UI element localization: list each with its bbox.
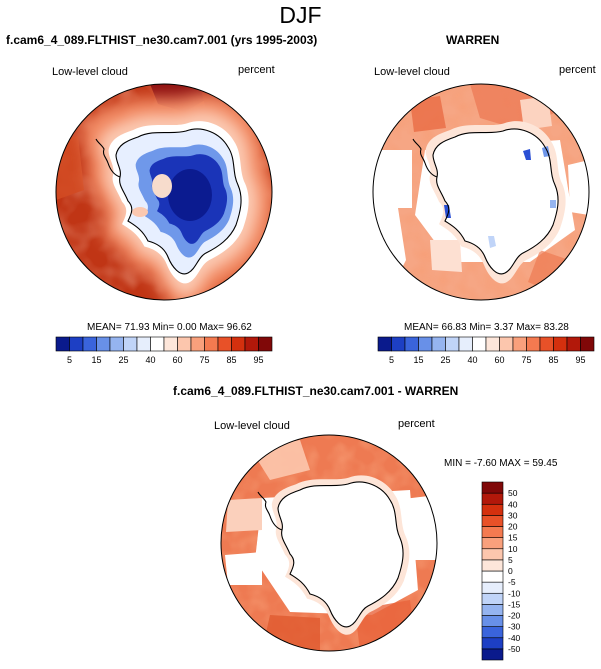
- colorbar-box: [481, 492, 504, 505]
- panel2-units-label: percent: [559, 64, 596, 76]
- colorbar-box: [472, 336, 487, 352]
- colorbar-box: [445, 336, 460, 352]
- colorbar-box: [481, 626, 504, 639]
- colorbar-tick-label: 95: [253, 355, 263, 365]
- colorbar-box: [217, 336, 232, 352]
- colorbar-tick-label: 5: [508, 555, 513, 565]
- colorbar-box: [418, 336, 433, 352]
- panel1-units-label: percent: [238, 64, 275, 76]
- colorbar-tick-label: 5: [67, 355, 72, 365]
- colorbar-tick-label: 5: [389, 355, 394, 365]
- colorbar-tick-label: 25: [440, 355, 450, 365]
- colorbar-box: [136, 336, 151, 352]
- colorbar-box: [481, 481, 504, 494]
- colorbar-box: [55, 336, 70, 352]
- panel2-variable-label: Low-level cloud: [374, 66, 450, 78]
- colorbar-box: [481, 559, 504, 572]
- colorbar-tick-label: 30: [508, 510, 518, 520]
- panel1-variable-label: Low-level cloud: [52, 66, 128, 78]
- colorbar-box: [258, 336, 273, 352]
- colorbar-box: [481, 592, 504, 605]
- colorbar-box: [512, 336, 527, 352]
- colorbar-box: [458, 336, 473, 352]
- colorbar-tick-label: 85: [548, 355, 558, 365]
- colorbar-tick-label: 15: [91, 355, 101, 365]
- colorbar-box: [69, 336, 84, 352]
- panel3-units-label: percent: [398, 418, 435, 430]
- panel1-stats: MEAN= 71.93 Min= 0.00 Max= 96.62: [87, 322, 252, 333]
- colorbar-box: [431, 336, 446, 352]
- colorbar-box: [204, 336, 219, 352]
- colorbar-tick-label: 60: [172, 355, 182, 365]
- colorbar-tick-label: -10: [508, 588, 521, 598]
- colorbar-tick-label: 40: [145, 355, 155, 365]
- colorbar-tick-label: -5: [508, 577, 516, 587]
- colorbar-box: [481, 648, 504, 661]
- colorbar-tick-label: -20: [508, 611, 521, 621]
- colorbar-box: [109, 336, 124, 352]
- colorbar-tick-label: 0: [508, 566, 513, 576]
- panel3-stats: MIN = -7.60 MAX = 59.45: [444, 458, 558, 469]
- colorbar-tick-label: 25: [118, 355, 128, 365]
- colorbar-box: [481, 515, 504, 527]
- colorbar-box: [177, 336, 192, 352]
- colorbar-tick-label: 15: [508, 533, 518, 543]
- colorbar-box: [190, 336, 205, 352]
- colorbar-box: [481, 581, 504, 594]
- colorbar-box: [481, 537, 504, 550]
- panel1-map: [55, 83, 273, 301]
- colorbar-tick-label: 15: [413, 355, 423, 365]
- colorbar-tick-label: 85: [226, 355, 236, 365]
- page-title: DJF: [279, 2, 322, 28]
- colorbar-box: [481, 548, 504, 561]
- colorbar-box: [96, 336, 111, 352]
- colorbar-tick-label: 10: [508, 544, 518, 554]
- colorbar-box: [391, 336, 406, 352]
- colorbar-tick-label: 40: [508, 499, 518, 509]
- colorbar-box: [481, 604, 504, 616]
- colorbar-tick-label: 20: [508, 522, 518, 532]
- panel3-title: f.cam6_4_089.FLTHIST_ne30.cam7.001 - WAR…: [173, 384, 459, 398]
- colorbar-box: [231, 336, 246, 352]
- colorbar-box: [553, 336, 568, 352]
- colorbar-box: [82, 336, 97, 352]
- colorbar-tick-label: -30: [508, 622, 521, 632]
- colorbar-box: [539, 336, 554, 352]
- colorbar-box: [526, 336, 541, 352]
- colorbar-tick-label: 50: [508, 488, 518, 498]
- panel3-map: [220, 434, 438, 652]
- colorbar-box: [150, 336, 165, 352]
- colorbar-box: [163, 336, 178, 352]
- panel2-stats: MEAN= 66.83 Min= 3.37 Max= 83.28: [404, 322, 569, 333]
- panel2-map: [372, 83, 590, 301]
- colorbar-box: [123, 336, 138, 352]
- colorbar-tick-label: -50: [508, 644, 521, 654]
- colorbar-box: [485, 336, 500, 352]
- colorbar-box: [499, 336, 514, 352]
- colorbar-box: [566, 336, 581, 352]
- colorbar-box: [404, 336, 419, 352]
- colorbar-tick-label: 40: [467, 355, 477, 365]
- colorbar-tick-label: 60: [494, 355, 504, 365]
- panel2-colorbar: 5 15 25 40 60 75 85 95: [377, 336, 595, 365]
- colorbar-box: [481, 526, 504, 538]
- colorbar-tick-label: -15: [508, 599, 521, 609]
- colorbar-box: [481, 570, 504, 583]
- panel2-title: WARREN: [446, 33, 500, 47]
- colorbar-box: [377, 336, 392, 352]
- colorbar-tick-label: 75: [199, 355, 209, 365]
- colorbar-tick-label: -40: [508, 633, 521, 643]
- colorbar-box: [481, 637, 504, 650]
- colorbar-box: [481, 615, 504, 627]
- panel3-variable-label: Low-level cloud: [214, 420, 290, 432]
- colorbar-tick-label: 75: [521, 355, 531, 365]
- colorbar-box: [244, 336, 259, 352]
- panel1-title: f.cam6_4_089.FLTHIST_ne30.cam7.001 (yrs …: [6, 33, 318, 47]
- colorbar-box: [481, 503, 504, 516]
- colorbar-tick-label: 95: [575, 355, 585, 365]
- panel1-colorbar: 5 15 25 40 60 75 85 95: [55, 336, 273, 365]
- colorbar-box: [580, 336, 595, 352]
